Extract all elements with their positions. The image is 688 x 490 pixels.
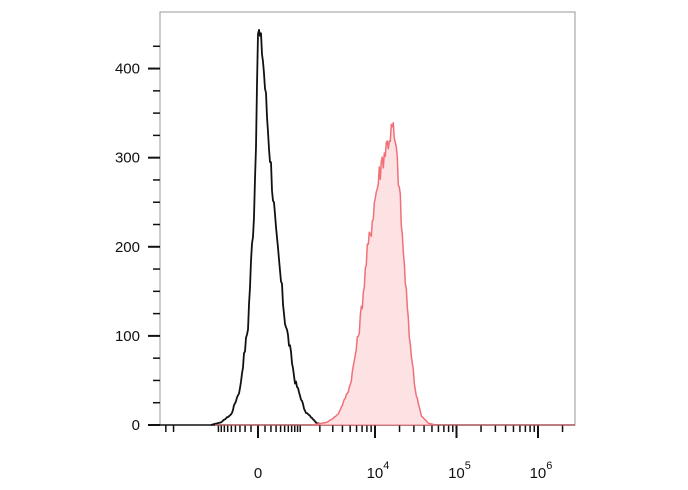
x-tick-label: 106 (530, 460, 553, 482)
x-tick-base: 10 (530, 465, 547, 482)
x-tick-base: 10 (367, 465, 384, 482)
x-tick-base: 10 (448, 465, 465, 482)
y-tick-label: 400 (115, 61, 140, 78)
series-line (210, 29, 327, 426)
x-axis: 0 104 105 106 (160, 424, 575, 482)
x-tick-label: 104 (367, 460, 390, 482)
series-fill-area (311, 122, 436, 425)
y-tick-label: 200 (115, 239, 140, 256)
y-tick-label: 100 (115, 328, 140, 345)
y-axis: 0 100 200 300 400 (115, 45, 160, 434)
x-tick-label: 105 (448, 460, 471, 482)
x-tick-label: 0 (254, 465, 262, 482)
series-group (210, 29, 575, 426)
x-tick-exponent: 6 (546, 460, 552, 472)
x-tick-exponent: 5 (465, 460, 471, 472)
x-tick-base: 0 (254, 465, 262, 482)
x-tick-exponent: 4 (383, 460, 389, 472)
y-tick-label: 300 (115, 150, 140, 167)
series-line (311, 121, 436, 426)
y-tick-label: 0 (132, 417, 140, 434)
